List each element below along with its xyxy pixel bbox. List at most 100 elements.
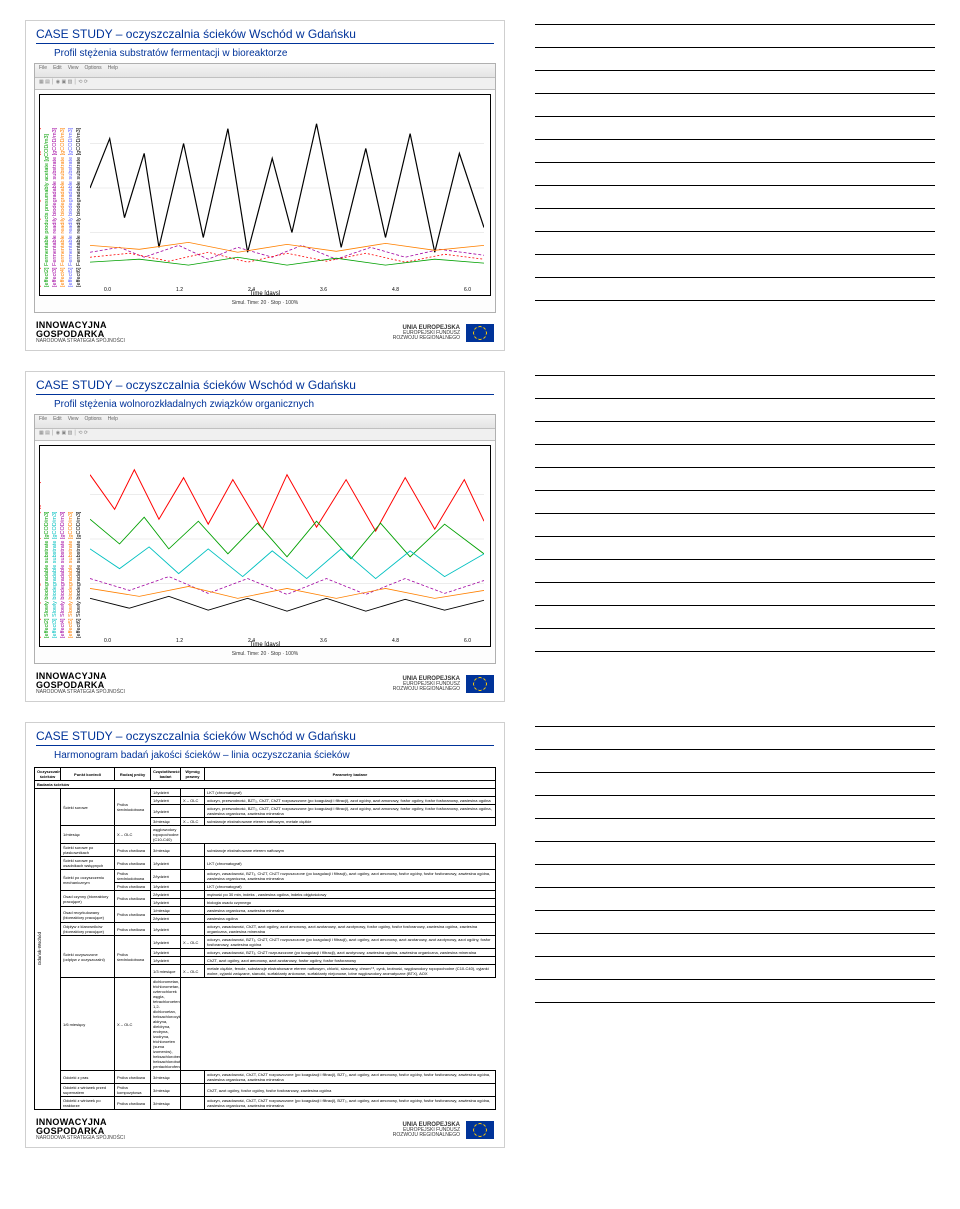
note-line xyxy=(535,231,935,232)
th-wymog: Wymóg prawny xyxy=(181,768,205,781)
chart-statusbar: Simul. Time: 20 · Stop · 100% xyxy=(35,296,495,310)
cell-wymog xyxy=(181,1084,205,1097)
note-line xyxy=(535,162,935,163)
xtick: 4.8 xyxy=(392,638,399,644)
eu-flag-icon xyxy=(466,324,494,342)
cell-param: odczyn, zasadowość, BZT₅, ChZT, ChZT roz… xyxy=(205,870,496,883)
cell-wymog: X – OLC xyxy=(115,978,151,1071)
menu-edit[interactable]: Edit xyxy=(53,416,62,427)
cell-wymog: X – OLC xyxy=(181,818,205,826)
menu-file[interactable]: File xyxy=(39,416,47,427)
eu-flag-icon xyxy=(466,1121,494,1139)
ylabel-1: [effect1] Fermentable readily biodegrada… xyxy=(39,128,42,287)
cell-rodzaj: Próba chwilowa xyxy=(115,883,151,891)
eu-text: UNIA EUROPEJSKA EUROPEJSKI FUNDUSZ ROZWO… xyxy=(393,676,460,692)
cell-rodzaj: Próba chwilowa xyxy=(115,907,151,923)
ylabel-2: [effect2] Fermentable products presumabl… xyxy=(44,134,50,287)
note-line xyxy=(535,139,935,140)
menu-help[interactable]: Help xyxy=(108,416,118,427)
table-body: Badania ściekówGdańsk-WschódŚcieki surow… xyxy=(35,781,496,1110)
note-line xyxy=(535,726,935,727)
side-label: Gdańsk-Wschód xyxy=(35,789,61,1110)
note-line xyxy=(535,605,935,606)
note-line xyxy=(535,375,935,376)
table-row: Ścieki surowe po osadnikach wstępnychPró… xyxy=(35,857,496,870)
cell-rodzaj: Próba średniodobowa xyxy=(115,936,151,978)
cell-wymog: X – OLC xyxy=(181,965,205,978)
xtick: 6.0 xyxy=(464,638,471,644)
table-section-row: Badania ścieków xyxy=(35,781,496,789)
note-line xyxy=(535,93,935,94)
menu-options[interactable]: Options xyxy=(84,416,101,427)
cell-czest: 1/tydzień xyxy=(151,949,181,957)
slide-2: CASE STUDY – oczyszczalnia ścieków Wschó… xyxy=(25,371,505,702)
note-line xyxy=(535,559,935,560)
cell-param: ChZT, azot ogólny, fosfor ogólny, fosfor… xyxy=(205,1084,496,1097)
note-line xyxy=(535,490,935,491)
cell-punkt: Osad recyrkulowany (bioreaktory pracując… xyxy=(61,907,115,923)
menu-help[interactable]: Help xyxy=(108,65,118,76)
note-line xyxy=(535,208,935,209)
cell-czest: 1/tydzień xyxy=(151,923,181,936)
menu-view[interactable]: View xyxy=(68,65,79,76)
footer-eu: UNIA EUROPEJSKA EUROPEJSKI FUNDUSZ ROZWO… xyxy=(393,1121,494,1139)
cell-param: substancje ekstrahowane eterem naftowym xyxy=(205,844,496,857)
slide-title: CASE STUDY – oczyszczalnia ścieków Wschó… xyxy=(26,723,504,745)
brand-sub: NARODOWA STRATEGIA SPÓJNOŚCI xyxy=(36,1136,125,1141)
cell-punkt: Ścieki surowe po piaskownikach xyxy=(61,844,115,857)
menu-options[interactable]: Options xyxy=(84,65,101,76)
cell-wymog xyxy=(181,870,205,883)
ylabel-5: [effect5] Fermentable readily biodegrada… xyxy=(68,128,74,287)
chart-menubar: File Edit View Options Help xyxy=(35,415,495,429)
brand-sub: NARODOWA STRATEGIA SPÓJNOŚCI xyxy=(36,339,125,344)
note-line xyxy=(535,628,935,629)
note-line xyxy=(535,398,935,399)
eu-flag-icon xyxy=(466,675,494,693)
cell-czest: 2/tydzień xyxy=(151,870,181,883)
slide-footer: INNOWACYJNA GOSPODARKA NARODOWA STRATEGI… xyxy=(26,1114,504,1147)
menu-edit[interactable]: Edit xyxy=(53,65,62,76)
footer-eu: UNIA EUROPEJSKA EUROPEJSKI FUNDUSZ ROZWO… xyxy=(393,675,494,693)
slide-title: CASE STUDY – oczyszczalnia ścieków Wschó… xyxy=(26,372,504,394)
slide-title: CASE STUDY – oczyszczalnia ścieków Wschó… xyxy=(26,21,504,43)
note-line xyxy=(535,956,935,957)
chart-toolbar: ▦ ▤ │ ◉ ▣ ▨ │ ⟲ ⟳ xyxy=(35,78,495,90)
menu-view[interactable]: View xyxy=(68,416,79,427)
table-row: Odcieki z wirówek po reaktorzePróba chwi… xyxy=(35,1097,496,1110)
cell-czest: 3/miesiąc xyxy=(151,844,181,857)
cell-wymog xyxy=(181,805,205,818)
slide-subtitle: Profil stężenia wolnorozkładalnych związ… xyxy=(26,399,504,414)
cell-wymog xyxy=(181,789,205,797)
cell-param: zawiesina ogólna xyxy=(205,915,496,923)
note-line xyxy=(535,536,935,537)
title-underline xyxy=(36,43,494,44)
cell-czest: 3/miesiąc xyxy=(151,1097,181,1110)
slide-row-3: CASE STUDY – oczyszczalnia ścieków Wschó… xyxy=(0,722,960,1148)
menu-file[interactable]: File xyxy=(39,65,47,76)
xtick: 0.0 xyxy=(104,638,111,644)
cell-punkt: Odcieki z wirówek po reaktorze xyxy=(61,1097,115,1110)
th-oczyszczalnia: Oczyszczalnia ścieków xyxy=(35,768,61,781)
note-line xyxy=(535,651,935,652)
ylabel-2: [effect2] Slowly biodegradable substrate… xyxy=(44,512,50,638)
th-param: Parametry badane xyxy=(205,768,496,781)
xtick: 4.8 xyxy=(392,287,399,293)
ylabel-3: [effect3] Slowly biodegradable substrate… xyxy=(52,512,58,638)
note-line xyxy=(535,467,935,468)
chart-plot-1: [effect1] Fermentable readily biodegrada… xyxy=(39,94,491,296)
notes-lines-3 xyxy=(535,722,935,1148)
table-row: Gdańsk-WschódŚcieki surowePróba średniod… xyxy=(35,789,496,797)
cell-czest: 1/6 miesięcy xyxy=(61,978,115,1071)
schedule-table: Oczyszczalnia ścieków Punkt kontroli Rod… xyxy=(34,767,496,1110)
cell-rodzaj: Próba chwilowa xyxy=(115,844,151,857)
cell-punkt: Ścieki oczyszczone (odpływ z oczyszczaln… xyxy=(61,936,115,978)
cell-czest: 1/3 miesiące xyxy=(151,965,181,978)
chart-lines-2 xyxy=(90,450,484,628)
eu-text: UNIA EUROPEJSKA EUROPEJSKI FUNDUSZ ROZWO… xyxy=(393,1122,460,1138)
table-row: Osad czynny (bioreaktory pracujące)Próba… xyxy=(35,891,496,899)
x-axis-label: Time [days] xyxy=(250,291,281,296)
note-line xyxy=(535,795,935,796)
th-czest: Częstotliwość badań xyxy=(151,768,181,781)
cell-punkt: Ścieki surowe xyxy=(61,789,115,826)
slide-1: CASE STUDY – oczyszczalnia ścieków Wschó… xyxy=(25,20,505,351)
